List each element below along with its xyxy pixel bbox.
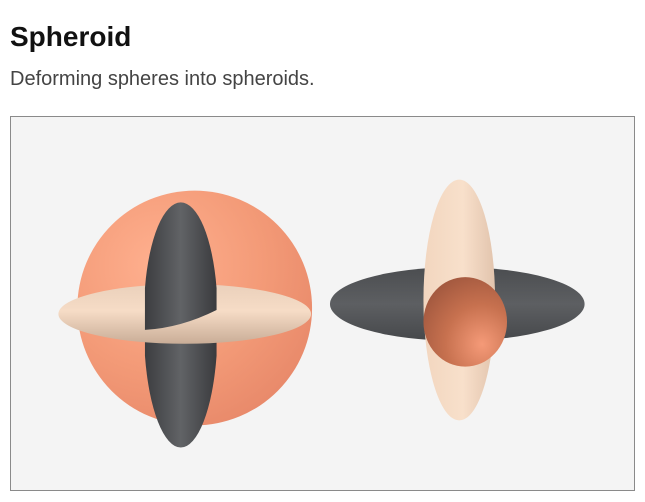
center-spheroid — [423, 277, 508, 367]
page-subtitle: Deforming spheres into spheroids. — [10, 68, 315, 90]
right-spheroid-group — [329, 179, 585, 421]
page-title: Spheroid — [10, 21, 132, 52]
render-viewport[interactable] — [10, 116, 635, 491]
dark-ellipsoid-upper — [144, 202, 217, 330]
spheroid-render — [58, 179, 585, 448]
left-sphere-group — [58, 190, 313, 448]
